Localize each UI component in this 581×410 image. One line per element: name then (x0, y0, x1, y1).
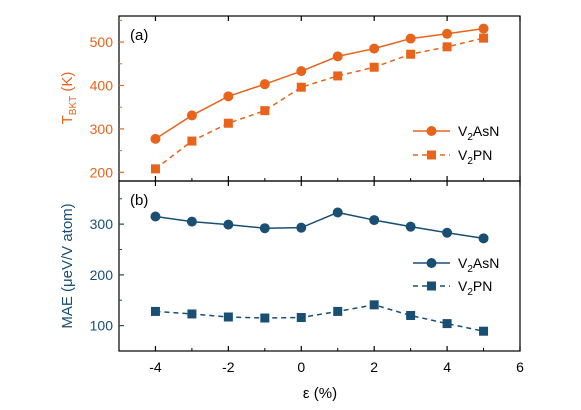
top-series-2-point (150, 164, 160, 174)
bottom-series-2-point (296, 313, 306, 323)
top-series-2-line (154, 37, 484, 170)
top-series-2-point (223, 118, 233, 128)
bottom-series-1-point (369, 215, 380, 226)
bottom-series-1-point (186, 216, 197, 227)
bottom-legend-marker (427, 281, 436, 291)
top-legend-marker (426, 126, 437, 136)
top-y-tick-label: 400 (90, 77, 114, 93)
bottom-legend-label: V2AsN (458, 255, 499, 275)
top-series-1-point (186, 110, 197, 121)
top-y-tick-label: 200 (90, 164, 114, 180)
bottom-series-2-point (150, 306, 160, 316)
top-series-2-point (479, 33, 489, 43)
top-legend-label: V2AsN (458, 123, 499, 143)
bottom-series-1-point (478, 233, 489, 244)
bottom-legend-marker (426, 258, 437, 268)
panel-a-label: (a) (130, 27, 148, 44)
top-series-2-point (296, 82, 306, 92)
bottom-series-1-point (259, 223, 270, 234)
bottom-series-2-point (406, 310, 416, 320)
top-series-1-point (478, 23, 489, 34)
top-series-1-line (155, 27, 484, 140)
x-tick-label: -2 (222, 359, 235, 375)
bottom-series-2-point (369, 300, 379, 310)
bottom-series-1-line (155, 211, 484, 240)
x-tick-label: 6 (516, 359, 524, 375)
top-series-2-point (333, 71, 343, 81)
top-series-1-point (332, 51, 343, 62)
x-tick-label: 0 (297, 359, 305, 375)
top-legend-label: V2PN (458, 147, 492, 167)
top-series-2-point (187, 136, 197, 146)
top-series-1-point (405, 33, 416, 44)
top-series-1-point (259, 79, 270, 90)
top-series-2-point (442, 42, 452, 52)
top-series-1-point (223, 91, 234, 102)
top-series-1-point (150, 133, 161, 144)
panel-b-label: (b) (130, 192, 148, 209)
top-series-2-point (369, 62, 379, 72)
bottom-series-1-point (296, 222, 307, 233)
bottom-series-2-point (260, 313, 270, 323)
bottom-y-tick-label: 100 (90, 318, 114, 334)
bottom-series-2-point (479, 326, 489, 336)
bottom-series-1-point (405, 221, 416, 232)
top-series-1-point (369, 43, 380, 54)
bottom-series-2-point (442, 319, 452, 329)
bottom-series-2-point (333, 306, 343, 316)
x-tick-label: 2 (370, 359, 378, 375)
top-series-2-point (406, 49, 416, 59)
top-series-1-point (296, 66, 307, 77)
top-y-axis-title: TBKT (K) (59, 72, 79, 125)
top-y-tick-label: 500 (90, 34, 114, 50)
top-legend-marker (427, 150, 436, 160)
bottom-legend-label: V2PN (458, 278, 492, 298)
bottom-series-2-line (155, 304, 484, 332)
bottom-series-1-point (150, 211, 161, 222)
panel-b-frame (118, 180, 521, 352)
x-tick-label: -4 (149, 359, 162, 375)
top-series-1-point (442, 28, 453, 39)
top-y-tick-label: 300 (90, 121, 114, 137)
bottom-series-2-point (187, 309, 197, 319)
top-series-2-point (260, 106, 270, 116)
bottom-series-1-point (332, 207, 343, 218)
bottom-y-tick-label: 200 (90, 267, 114, 283)
bottom-series-2-point (223, 312, 233, 322)
bottom-series-1-point (223, 219, 234, 230)
bottom-y-tick-label: 300 (90, 216, 114, 232)
x-axis-title: ε (%) (303, 385, 337, 402)
bottom-y-axis-title: MAE (μeV/V atom) (59, 203, 76, 328)
bottom-series-1-point (442, 227, 453, 238)
x-tick-label: 4 (443, 359, 451, 375)
